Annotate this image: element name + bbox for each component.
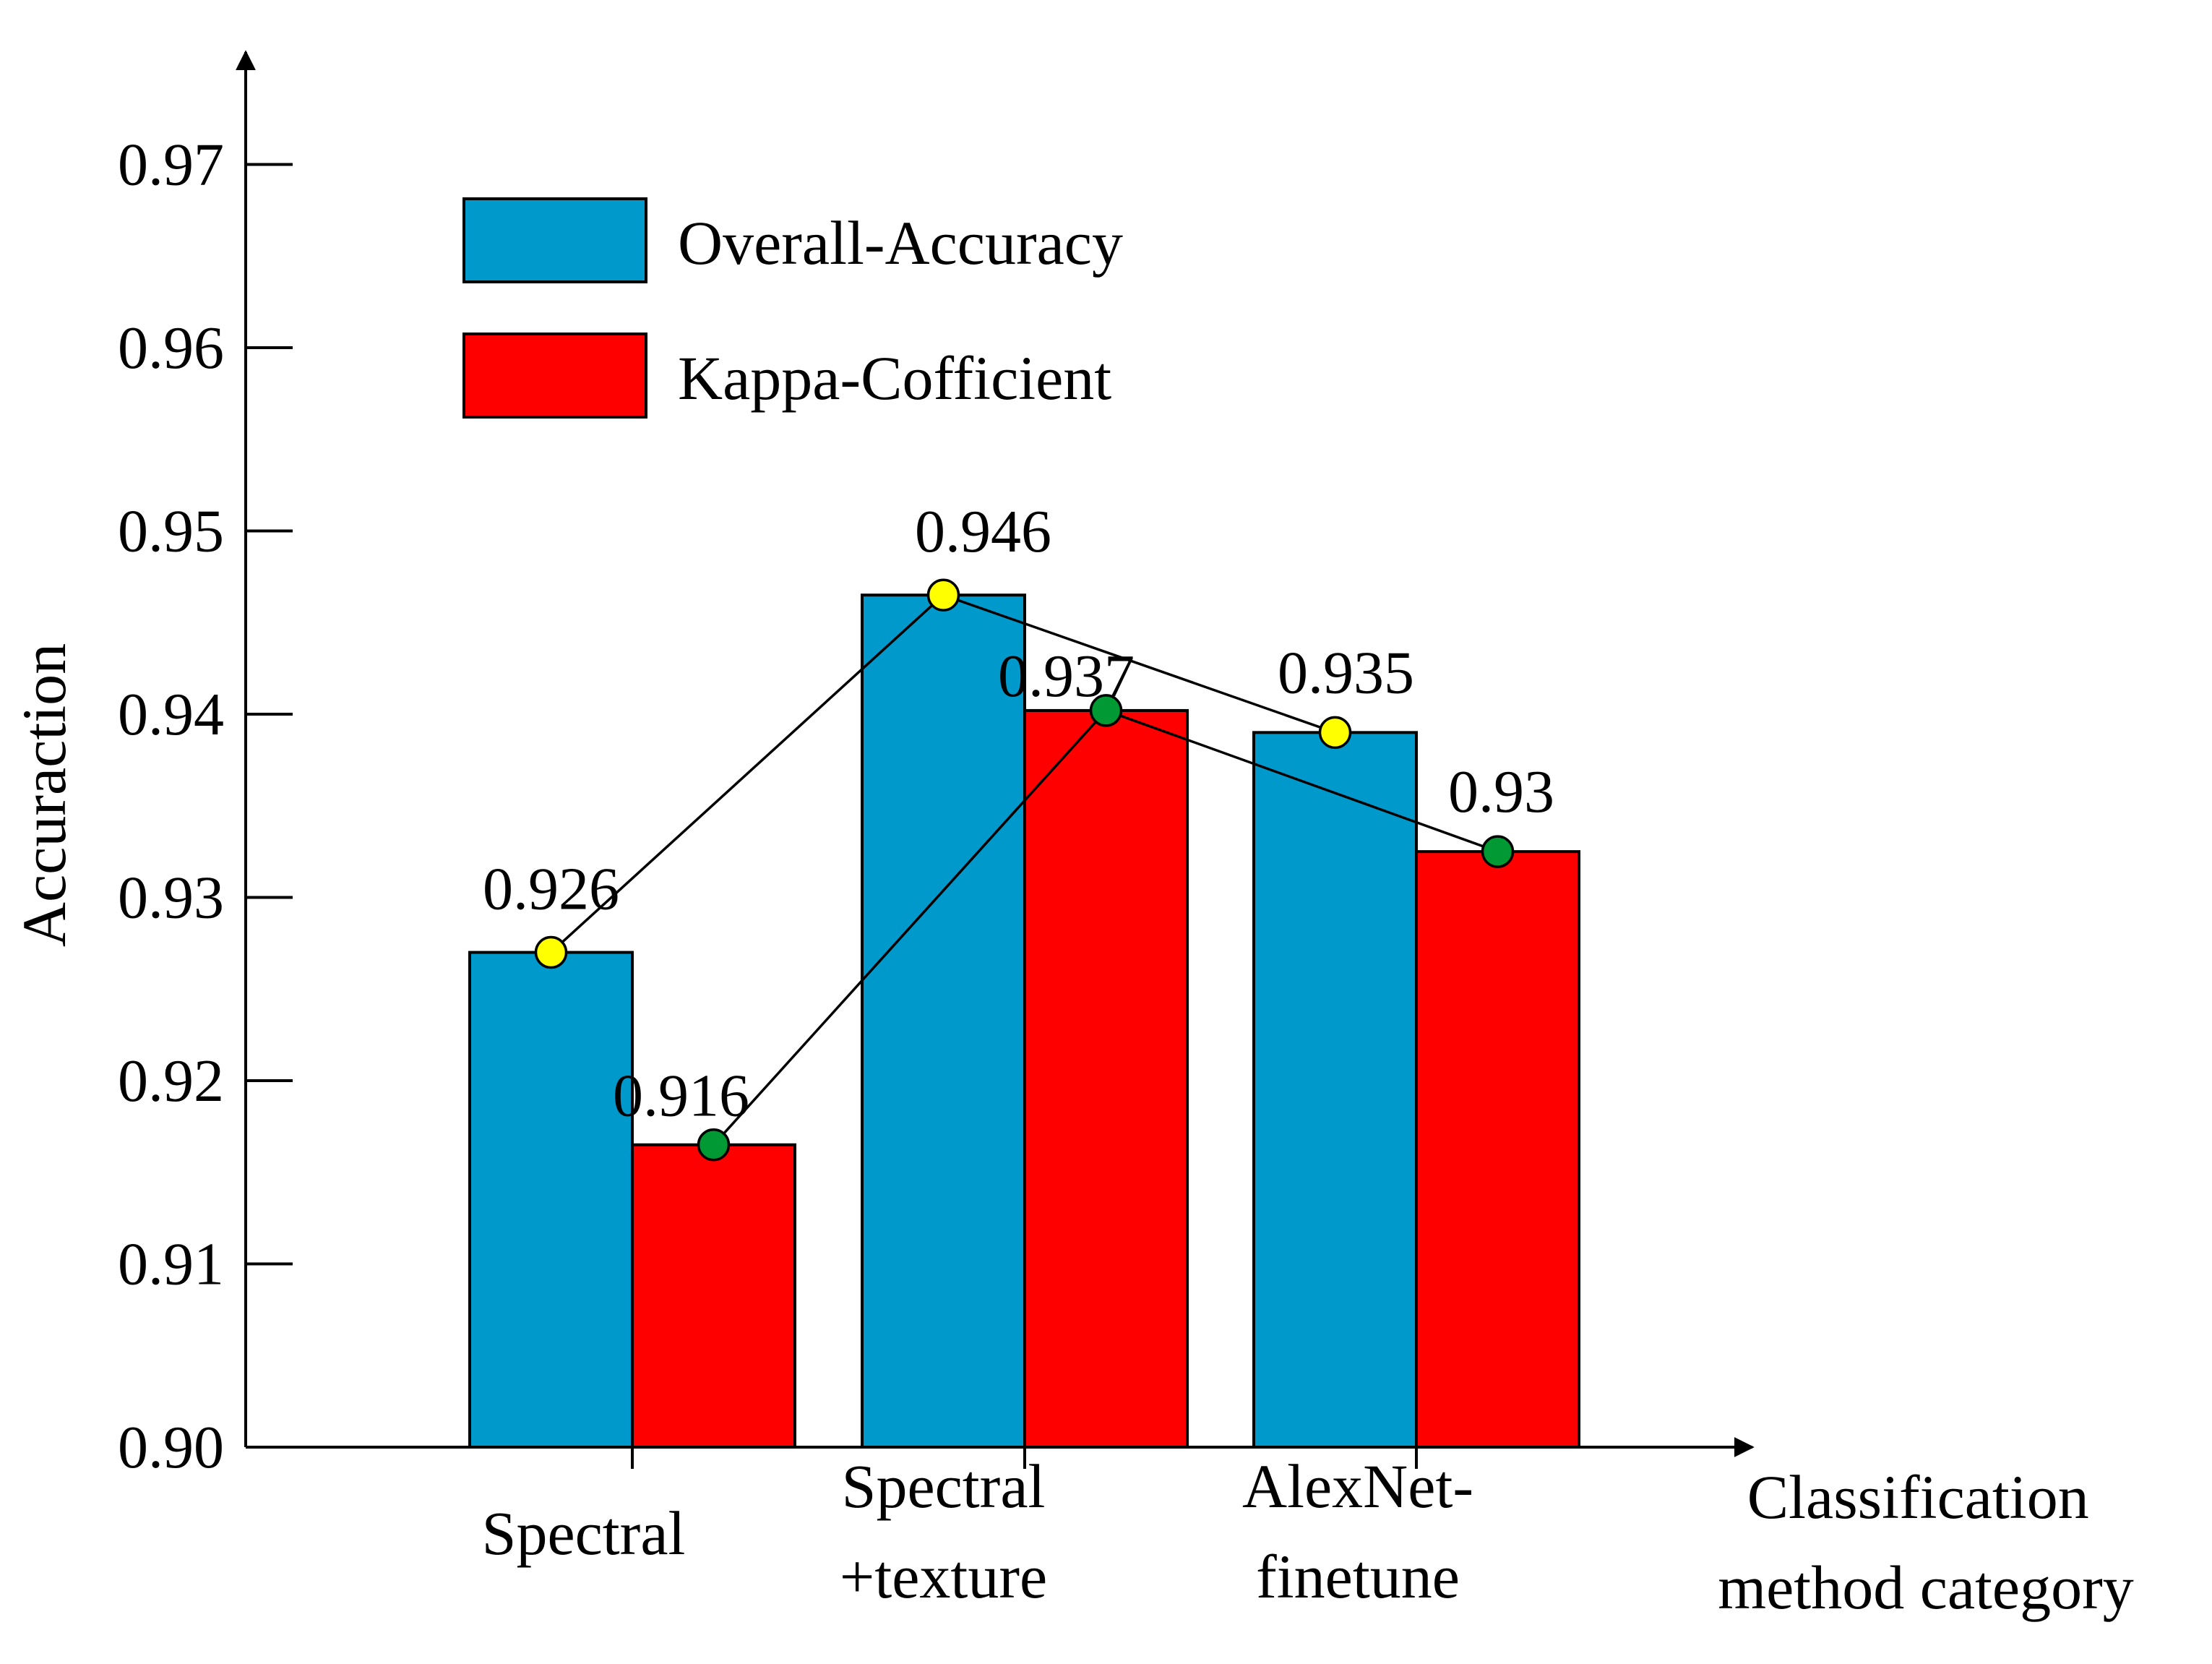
x-tick-label-2-1: finetune [1256,1542,1460,1611]
marker-overall-accuracy-2 [1318,716,1352,750]
x-tick-label-0-0: Spectral [482,1498,686,1568]
legend-label-kappa-cofficient: Kappa-Cofficient [678,343,1111,413]
x-axis-title-line-1: Classification [1747,1462,2089,1532]
y-tick-label-2: 0.92 [118,1047,224,1115]
bar-kappa-cofficient-0 [631,1143,796,1449]
y-tick-label-7: 0.97 [118,132,224,199]
bar-overall-accuracy-2 [1252,731,1418,1449]
x-tick-label-1-0: Spectral [842,1451,1046,1521]
legend-swatch-overall-accuracy [462,197,647,283]
bars-layer [468,593,1580,1449]
x-axis-title-line-2: method category [1718,1553,2134,1622]
data-label-overall-accuracy-0: 0.926 [483,856,619,923]
data-label-overall-accuracy-2: 0.935 [1278,639,1414,706]
markers-layer [534,578,1515,1162]
y-tick-label-4: 0.94 [118,681,224,748]
marker-kappa-cofficient-2 [1481,835,1515,868]
y-axis-title: Accuraction [9,643,79,947]
legend-swatch-kappa-cofficient [462,333,647,419]
data-label-overall-accuracy-1: 0.946 [915,498,1051,565]
y-tick-label-1: 0.91 [118,1231,224,1298]
y-tick-label-5: 0.95 [118,498,224,565]
y-tick-label-0: 0.90 [118,1414,224,1481]
legend: Overall-Accuracy Kappa-Cofficient [462,197,1123,419]
legend-label-overall-accuracy: Overall-Accuracy [678,208,1123,278]
marker-kappa-cofficient-1 [1089,694,1123,727]
x-tick-label-2-0: AlexNet- [1242,1451,1473,1521]
marker-overall-accuracy-0 [534,935,568,969]
bar-overall-accuracy-0 [468,951,634,1449]
bar-overall-accuracy-1 [861,593,1026,1449]
x-axis-title: Classification method category [1718,1462,2134,1622]
axes-layer: 0.90 0.91 0.92 0.93 0.94 0.95 0.96 0.97 Spectral… [118,50,1755,1611]
data-label-kappa-cofficient-0: 0.916 [613,1063,749,1130]
y-tick-label-3: 0.93 [118,865,224,932]
data-label-kappa-cofficient-2: 0.93 [1448,758,1554,825]
marker-kappa-cofficient-0 [697,1128,731,1162]
marker-overall-accuracy-1 [926,578,960,612]
bar-kappa-cofficient-1 [1023,708,1189,1449]
bar-kappa-cofficient-2 [1415,850,1580,1449]
x-tick-label-1-1: +texture [840,1542,1047,1611]
y-tick-label-6: 0.96 [118,314,224,382]
